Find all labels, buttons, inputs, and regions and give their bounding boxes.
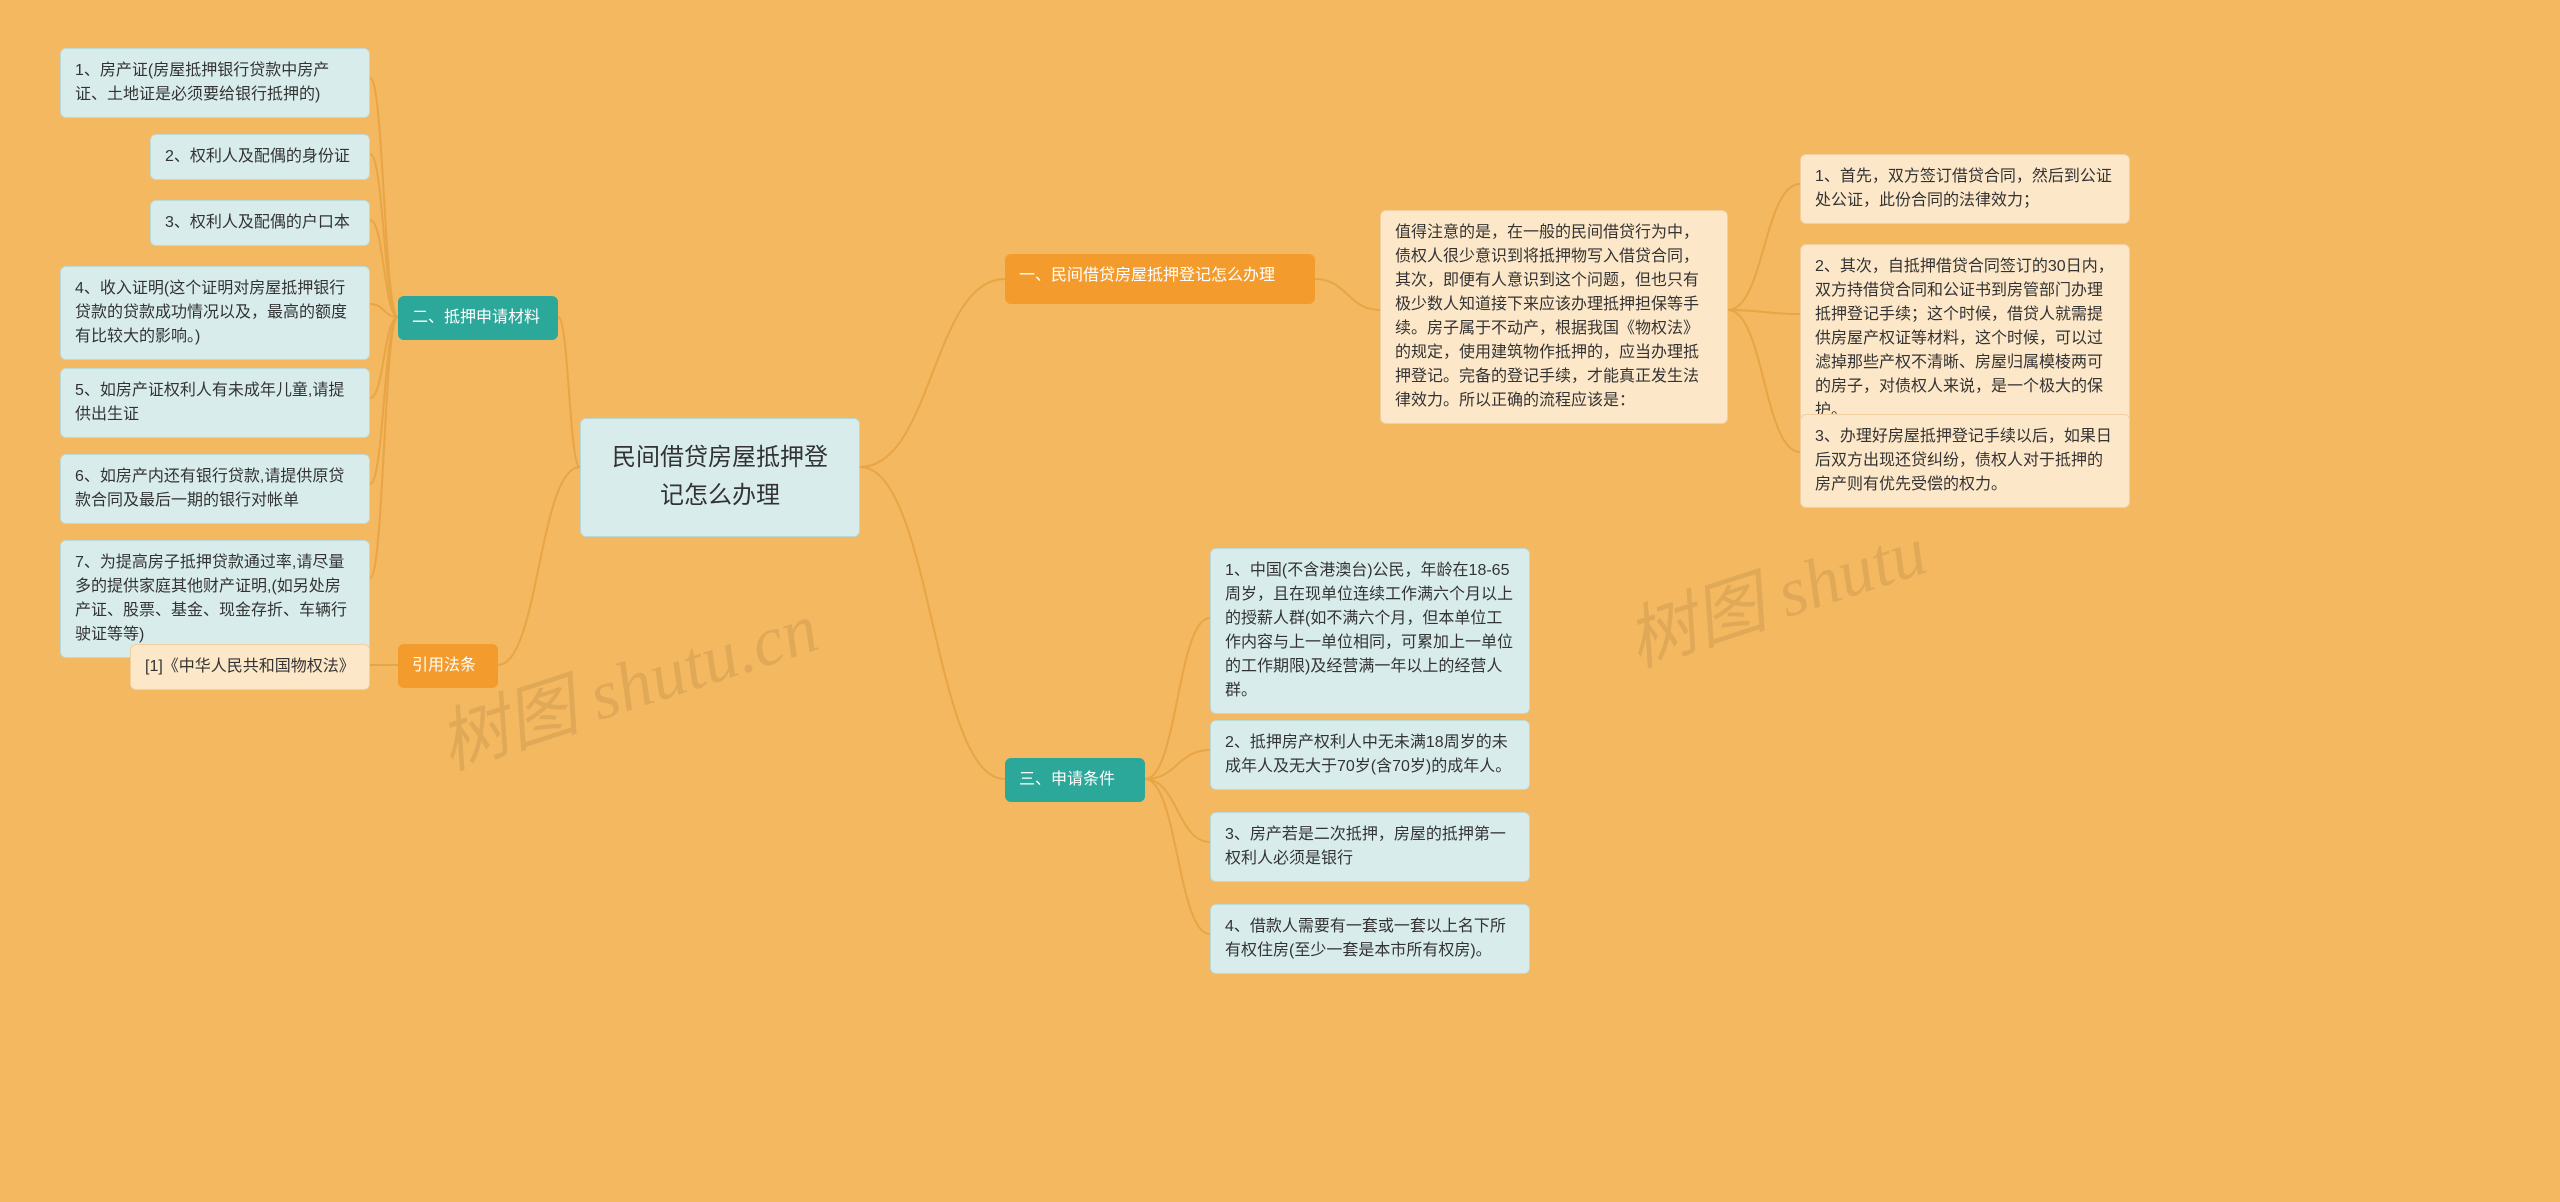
branch-2[interactable]: 二、抵押申请材料: [398, 296, 558, 340]
watermark-2: 树图 shutu: [1612, 495, 1937, 687]
node-3-3[interactable]: 3、房产若是二次抵押，房屋的抵押第一权利人必须是银行: [1210, 812, 1530, 882]
node-1-1[interactable]: 1、首先，双方签订借贷合同，然后到公证处公证，此份合同的法律效力；: [1800, 154, 2130, 224]
node-2-7-text: 7、为提高房子抵押贷款通过率,请尽量多的提供家庭其他财产证明,(如另处房产证、股…: [75, 554, 347, 643]
node-2-2-text: 2、权利人及配偶的身份证: [165, 148, 350, 165]
node-3-2-text: 2、抵押房产权利人中无未满18周岁的未成年人及无大于70岁(含70岁)的成年人。: [1225, 734, 1511, 775]
node-3-3-text: 3、房产若是二次抵押，房屋的抵押第一权利人必须是银行: [1225, 826, 1506, 867]
branch-1-label: 一、民间借贷房屋抵押登记怎么办理: [1019, 267, 1275, 284]
node-3-4[interactable]: 4、借款人需要有一套或一套以上名下所有权住房(至少一套是本市所有权房)。: [1210, 904, 1530, 974]
node-3-2[interactable]: 2、抵押房产权利人中无未满18周岁的未成年人及无大于70岁(含70岁)的成年人。: [1210, 720, 1530, 790]
node-2-6[interactable]: 6、如房产内还有银行贷款,请提供原贷款合同及最后一期的银行对帐单: [60, 454, 370, 524]
node-3-1[interactable]: 1、中国(不含港澳台)公民，年龄在18-65周岁，且在现单位连续工作满六个月以上…: [1210, 548, 1530, 714]
node-2-6-text: 6、如房产内还有银行贷款,请提供原贷款合同及最后一期的银行对帐单: [75, 468, 344, 509]
branch-1-desc[interactable]: 值得注意的是，在一般的民间借贷行为中，债权人很少意识到将抵押物写入借贷合同，其次…: [1380, 210, 1728, 424]
node-1-3[interactable]: 3、办理好房屋抵押登记手续以后，如果日后双方出现还贷纠纷，债权人对于抵押的房产则…: [1800, 414, 2130, 508]
branch-3[interactable]: 三、申请条件: [1005, 758, 1145, 802]
node-2-3-text: 3、权利人及配偶的户口本: [165, 214, 350, 231]
node-3-4-text: 4、借款人需要有一套或一套以上名下所有权住房(至少一套是本市所有权房)。: [1225, 918, 1506, 959]
branch-1-desc-text: 值得注意的是，在一般的民间借贷行为中，债权人很少意识到将抵押物写入借贷合同，其次…: [1395, 224, 1699, 409]
node-4-1[interactable]: [1]《中华人民共和国物权法》: [130, 644, 370, 690]
node-1-1-text: 1、首先，双方签订借贷合同，然后到公证处公证，此份合同的法律效力；: [1815, 168, 2112, 209]
root-label: 民间借贷房屋抵押登记怎么办理: [612, 444, 828, 509]
node-2-2[interactable]: 2、权利人及配偶的身份证: [150, 134, 370, 180]
node-1-3-text: 3、办理好房屋抵押登记手续以后，如果日后双方出现还贷纠纷，债权人对于抵押的房产则…: [1815, 428, 2112, 493]
node-2-4[interactable]: 4、收入证明(这个证明对房屋抵押银行贷款的贷款成功情况以及，最高的额度有比较大的…: [60, 266, 370, 360]
branch-2-label: 二、抵押申请材料: [412, 309, 540, 326]
node-2-4-text: 4、收入证明(这个证明对房屋抵押银行贷款的贷款成功情况以及，最高的额度有比较大的…: [75, 280, 347, 345]
branch-1[interactable]: 一、民间借贷房屋抵押登记怎么办理: [1005, 254, 1315, 304]
node-2-1-text: 1、房产证(房屋抵押银行贷款中房产证、土地证是必须要给银行抵押的): [75, 62, 329, 103]
node-2-3[interactable]: 3、权利人及配偶的户口本: [150, 200, 370, 246]
node-1-2[interactable]: 2、其次，自抵押借贷合同签订的30日内，双方持借贷合同和公证书到房管部门办理抵押…: [1800, 244, 2130, 434]
node-2-7[interactable]: 7、为提高房子抵押贷款通过率,请尽量多的提供家庭其他财产证明,(如另处房产证、股…: [60, 540, 370, 658]
node-2-5-text: 5、如房产证权利人有未成年儿童,请提供出生证: [75, 382, 344, 423]
node-3-1-text: 1、中国(不含港澳台)公民，年龄在18-65周岁，且在现单位连续工作满六个月以上…: [1225, 562, 1513, 699]
branch-4[interactable]: 引用法条: [398, 644, 498, 688]
node-1-2-text: 2、其次，自抵押借贷合同签订的30日内，双方持借贷合同和公证书到房管部门办理抵押…: [1815, 258, 2114, 419]
node-4-1-text: [1]《中华人民共和国物权法》: [145, 658, 355, 675]
node-2-1[interactable]: 1、房产证(房屋抵押银行贷款中房产证、土地证是必须要给银行抵押的): [60, 48, 370, 118]
branch-4-label: 引用法条: [412, 657, 476, 674]
branch-3-label: 三、申请条件: [1019, 771, 1115, 788]
root-node[interactable]: 民间借贷房屋抵押登记怎么办理: [580, 418, 860, 537]
node-2-5[interactable]: 5、如房产证权利人有未成年儿童,请提供出生证: [60, 368, 370, 438]
